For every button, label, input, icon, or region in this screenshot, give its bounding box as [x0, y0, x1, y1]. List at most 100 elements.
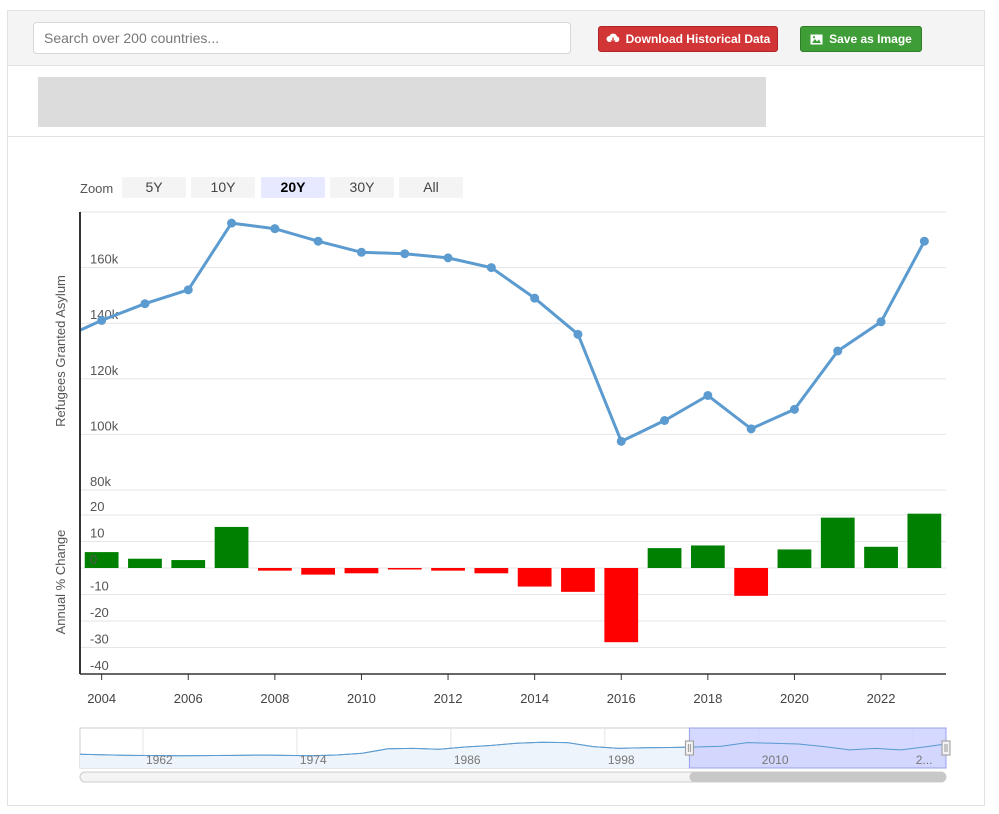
download-button-label: Download Historical Data: [625, 32, 771, 46]
navigator-left-handle[interactable]: [684, 740, 694, 756]
bar-2007: [214, 526, 249, 568]
x-tick-label: 2020: [780, 691, 809, 706]
data-point-2008: [270, 224, 280, 234]
bar-2012: [431, 568, 465, 571]
toolbar: Download Historical Data Save as Image: [7, 10, 985, 66]
bar-chart-y-axis-labels: -40 -30 -20 -10 0 10 20: [90, 499, 109, 673]
data-point-2007: [227, 218, 237, 228]
line-chart-y-axis-labels: 80k 100k 120k 140k 160k: [90, 252, 119, 489]
y-tick-label: 140k: [90, 307, 119, 322]
zoom-controls: Zoom 5Y 10Y 20Y 30Y All: [80, 177, 463, 198]
zoom-button-bg: [191, 177, 255, 198]
chart-panel: Zoom 5Y 10Y 20Y 30Y All 80k 100k 120k 140k 160k Ref…: [7, 137, 985, 806]
search-input[interactable]: [33, 22, 571, 54]
data-point-2018: [703, 390, 713, 400]
zoom-button-bg: [330, 177, 394, 198]
navigator-series-line-overlay: [79, 741, 947, 757]
cloud-download-icon: [606, 33, 620, 45]
zoom-button-all[interactable]: All: [399, 177, 463, 198]
navigator[interactable]: 1962 1974 1986 1998 2010 2...: [79, 727, 951, 769]
zoom-button-5y[interactable]: 5Y: [122, 177, 186, 198]
bar-2010: [344, 568, 379, 574]
y-tick-label: -20: [90, 605, 109, 620]
navigator-tick-label: 1962: [146, 753, 173, 767]
y-tick-label: 0: [90, 552, 97, 567]
zoom-label: Zoom: [80, 181, 113, 196]
bar-2020: [777, 549, 812, 568]
data-point-2006: [183, 285, 193, 295]
zoom-button-bg: [261, 177, 325, 198]
data-point-2011: [400, 249, 410, 259]
navigator-tick-label: 2010: [762, 753, 789, 767]
data-point-2012: [443, 253, 453, 263]
navigator-tick-label: 2...: [916, 753, 933, 767]
y-tick-label: 100k: [90, 418, 119, 433]
bar-2005: [128, 558, 162, 568]
save-button-label: Save as Image: [829, 32, 912, 46]
bar-chart-y-axis-title: Annual % Change: [53, 530, 68, 635]
bar-2011: [387, 568, 422, 570]
handle-grip[interactable]: [684, 740, 694, 756]
data-point-2017: [660, 416, 670, 425]
x-tick-label: 2022: [867, 691, 896, 706]
line-chart-gridlines: [80, 211, 946, 491]
navigator-tick-label: 1998: [608, 753, 635, 767]
zoom-button-label: 5Y: [145, 179, 163, 195]
data-point-2013: [486, 263, 496, 273]
navigator-selection[interactable]: [688, 727, 947, 769]
y-tick-label: -10: [90, 579, 109, 594]
annual-change-bars: [84, 513, 942, 643]
data-point-2009: [313, 236, 323, 246]
y-tick-label: -40: [90, 658, 109, 673]
y-tick-label: 160k: [90, 252, 119, 267]
y-tick-label: 20: [90, 499, 104, 514]
zoom-button-label: 30Y: [350, 179, 376, 195]
x-axis-labels: 2004 2006 2008 2010 2012 2014 2016 2018 2020 2022: [87, 674, 896, 706]
data-point-2014: [530, 293, 540, 303]
ad-banner-area: [7, 66, 985, 137]
data-point-2004: [97, 315, 107, 325]
zoom-button-label: All: [423, 179, 439, 195]
download-historical-data-button[interactable]: Download Historical Data: [598, 26, 778, 52]
zoom-button-label: 20Y: [281, 179, 307, 195]
zoom-button-10y[interactable]: 10Y: [191, 177, 255, 198]
bar-2006: [171, 560, 206, 568]
data-point-2020: [789, 404, 799, 414]
data-point-2023: [919, 236, 929, 246]
zoom-button-30y[interactable]: 30Y: [330, 177, 394, 198]
bar-2017: [647, 548, 682, 568]
refugees-chart: Zoom 5Y 10Y 20Y 30Y All 80k 100k 120k 140k 160k Ref…: [53, 177, 951, 783]
bar-2013: [474, 568, 509, 574]
y-tick-label: 120k: [90, 363, 119, 378]
save-as-image-button[interactable]: Save as Image: [800, 26, 922, 52]
x-tick-label: 2014: [520, 691, 549, 706]
data-point-2015: [573, 329, 583, 339]
line-chart-y-axis-title: Refugees Granted Asylum: [53, 275, 68, 427]
x-tick-label: 2010: [347, 691, 376, 706]
x-tick-label: 2006: [174, 691, 203, 706]
bar-chart-gridlines: [80, 514, 946, 675]
bar-2009: [301, 568, 336, 575]
data-point-2016: [616, 436, 626, 446]
bar-2019: [734, 568, 769, 596]
bar-2018: [690, 545, 725, 568]
x-tick-label: 2004: [87, 691, 116, 706]
bar-2015: [561, 568, 595, 592]
zoom-button-20y[interactable]: 20Y: [261, 177, 325, 198]
navigator-scrollbar-thumb[interactable]: [689, 772, 946, 782]
bar-2016: [604, 568, 639, 643]
x-tick-label: 2016: [607, 691, 636, 706]
navigator-tick-label: 1974: [300, 753, 327, 767]
y-tick-label: -30: [90, 632, 109, 647]
bar-2014: [517, 568, 552, 587]
x-tick-label: 2008: [260, 691, 289, 706]
data-point-2021: [833, 346, 843, 356]
zoom-button-label: 10Y: [211, 179, 237, 195]
handle-grip[interactable]: [941, 740, 951, 756]
navigator-tick-label: 1986: [454, 753, 481, 767]
data-point-2022: [876, 317, 886, 327]
bar-2008: [257, 568, 292, 571]
x-tick-label: 2018: [693, 691, 722, 706]
navigator-right-handle[interactable]: [941, 740, 951, 756]
bar-2004: [84, 552, 119, 568]
